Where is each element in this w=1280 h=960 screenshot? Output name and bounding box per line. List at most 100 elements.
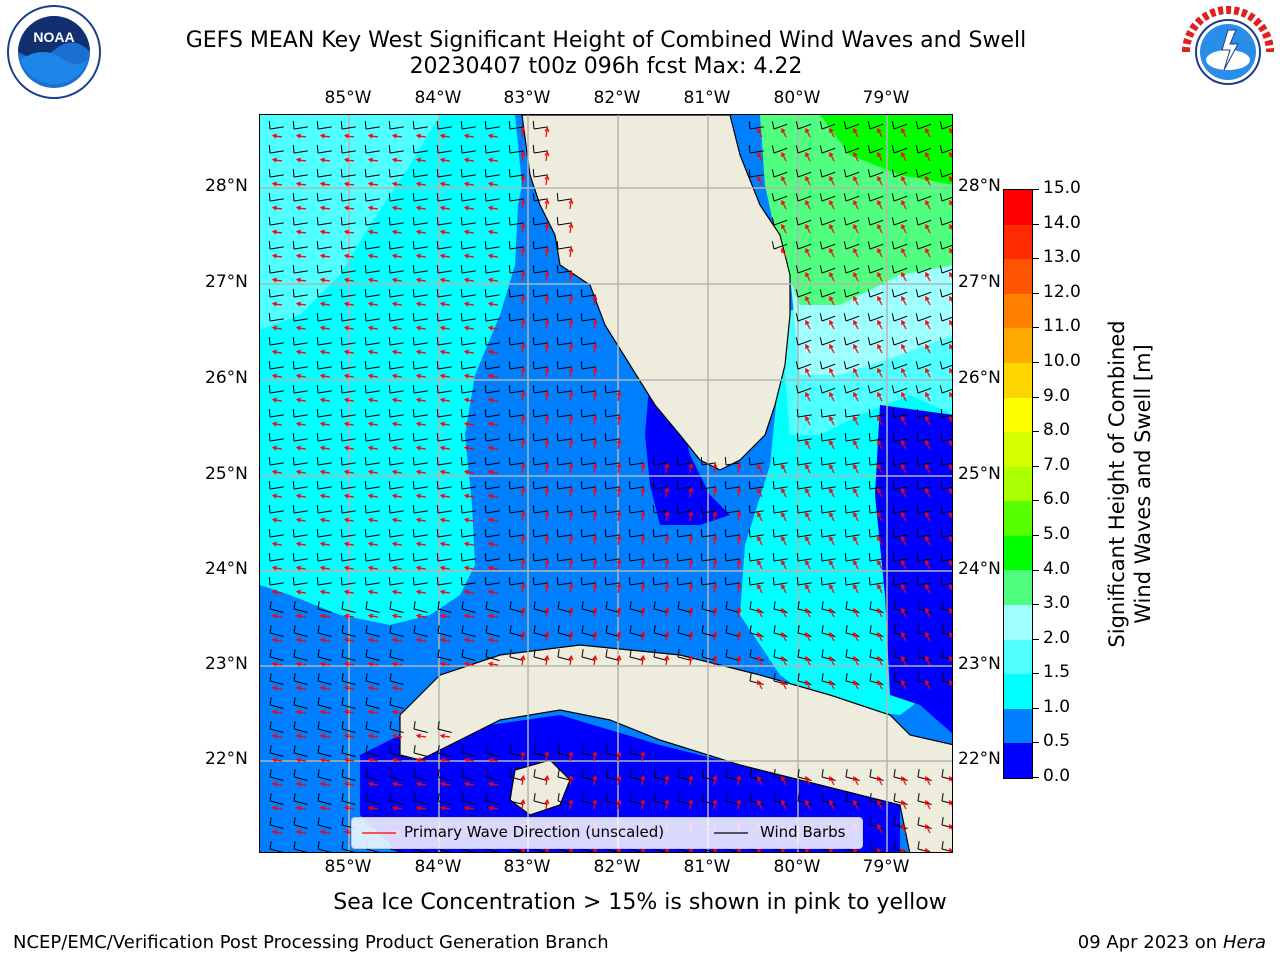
- wind-barb: [677, 625, 692, 637]
- wave-direction-arrow: [295, 829, 307, 835]
- wave-direction-arrow: [391, 661, 403, 667]
- colorbar-tick-label: 15.0: [1043, 178, 1081, 198]
- wind-barb: [268, 193, 284, 202]
- wave-direction-arrow: [757, 655, 763, 666]
- wind-barb: [364, 145, 380, 154]
- wave-direction-arrow: [319, 133, 331, 139]
- wave-direction-arrow: [568, 510, 574, 522]
- wind-barb: [292, 169, 308, 178]
- wave-direction-arrow: [568, 294, 574, 306]
- wind-barb: [460, 481, 476, 490]
- wave-direction-arrow: [901, 559, 907, 570]
- wind-barb: [724, 577, 740, 586]
- wave-direction-arrow: [487, 157, 499, 163]
- wind-barb: [461, 745, 476, 757]
- wave-direction-arrow: [592, 558, 598, 570]
- wave-direction-arrow: [520, 198, 526, 210]
- date-stamp: 09 Apr 2023 on Hera: [1078, 932, 1266, 953]
- wind-barb: [412, 313, 428, 322]
- wave-direction-arrow: [853, 271, 859, 282]
- wind-barb: [795, 169, 812, 178]
- wave-direction-arrow: [757, 175, 763, 186]
- wave-direction-arrow: [592, 366, 598, 378]
- wave-direction-arrow: [544, 486, 550, 498]
- wave-direction-arrow: [343, 229, 355, 235]
- wind-barb: [317, 745, 332, 757]
- wind-barb: [461, 625, 476, 637]
- wave-direction-arrow: [664, 630, 670, 642]
- wind-barb: [412, 145, 428, 154]
- wind-barb: [844, 409, 860, 418]
- wave-direction-arrow: [949, 247, 952, 255]
- wave-direction-arrow: [877, 607, 883, 618]
- wave-direction-arrow: [391, 757, 403, 763]
- wind-barb: [819, 145, 836, 154]
- wind-barb: [893, 625, 908, 637]
- wind-barb: [819, 217, 836, 226]
- wave-direction-arrow: [853, 151, 859, 162]
- florida-land: [521, 115, 791, 471]
- wind-barb: [843, 121, 860, 130]
- wave-direction-arrow: [877, 415, 883, 426]
- wave-direction-arrow: [640, 486, 646, 498]
- wind-barb: [292, 121, 308, 130]
- wave-direction-arrow: [343, 421, 355, 427]
- wind-barb: [508, 121, 524, 130]
- wave-direction-arrow: [901, 319, 907, 330]
- wind-barb: [533, 601, 548, 613]
- wave-direction-arrow: [853, 511, 859, 522]
- wave-direction-arrow: [877, 511, 883, 522]
- wind-barb: [364, 553, 380, 562]
- wind-barb: [891, 241, 908, 250]
- longitude-label: 81°W: [683, 857, 731, 877]
- wave-direction-arrow: [439, 277, 451, 283]
- wave-direction-arrow: [391, 373, 403, 379]
- wind-barb: [941, 793, 952, 805]
- wind-barb: [340, 145, 356, 154]
- wave-direction-arrow: [853, 247, 859, 258]
- wind-barb: [340, 121, 356, 130]
- colorbar-tick-label: 9.0: [1043, 385, 1071, 406]
- wave-direction-arrow: [463, 157, 475, 163]
- wave-direction-arrow: [853, 775, 859, 786]
- wave-direction-arrow: [295, 325, 307, 331]
- wave-direction-arrow: [343, 517, 355, 523]
- wind-barb: [436, 313, 452, 322]
- longitude-label: 83°W: [503, 88, 551, 108]
- wind-barb: [869, 793, 884, 805]
- wave-direction-arrow: [901, 295, 907, 306]
- wave-direction-arrow: [736, 798, 742, 810]
- wind-barb: [845, 625, 860, 637]
- wind-barb: [915, 265, 932, 274]
- wind-barb: [604, 385, 620, 394]
- wind-barb: [772, 457, 788, 466]
- wind-barb: [532, 313, 548, 322]
- wave-direction-arrow: [367, 733, 379, 739]
- wave-direction-arrow: [319, 493, 331, 499]
- wind-barb: [317, 649, 332, 661]
- wind-barb: [412, 457, 428, 466]
- wind-barb: [388, 241, 404, 250]
- wave-direction-arrow: [319, 805, 331, 811]
- wind-barb: [891, 289, 908, 298]
- wind-barb: [484, 241, 500, 250]
- wind-barb: [317, 769, 332, 781]
- wind-barb: [580, 457, 596, 466]
- colorbar-tick-mark: [1033, 223, 1039, 225]
- wave-direction-arrow: [487, 493, 499, 499]
- wave-direction-arrow: [367, 565, 379, 571]
- wind-barb: [940, 433, 952, 442]
- wind-barb: [915, 217, 932, 226]
- wind-barb: [556, 457, 572, 466]
- wind-barb: [676, 553, 692, 562]
- colorbar-segment: [1004, 605, 1032, 641]
- wind-barb: [653, 793, 668, 805]
- latitude-label: 25°N: [205, 464, 248, 484]
- wind-barb: [916, 577, 932, 586]
- wave-direction-arrow: [592, 606, 598, 618]
- wind-barb: [317, 817, 332, 829]
- wind-barb: [292, 553, 308, 562]
- wave-direction-arrow: [781, 799, 787, 810]
- wind-barb: [821, 625, 836, 637]
- wave-direction-arrow: [829, 439, 835, 450]
